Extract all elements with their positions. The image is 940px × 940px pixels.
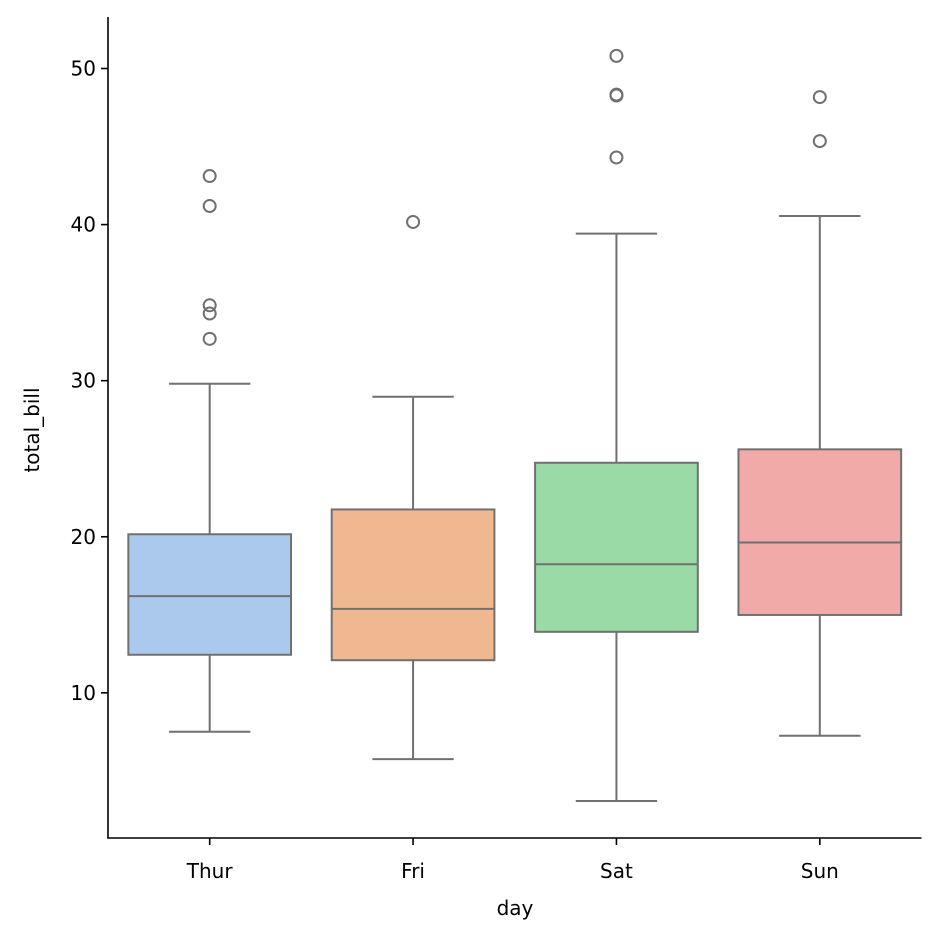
box-sat <box>534 48 699 803</box>
box-fri <box>330 214 496 761</box>
y-tick-label: 20 <box>71 525 96 549</box>
iqr-box <box>534 461 699 633</box>
y-ticks: 10 20 30 40 50 <box>71 57 108 705</box>
box-sun <box>737 90 903 737</box>
outlier-point <box>609 150 624 165</box>
y-tick-label: 40 <box>71 213 96 237</box>
outlier-point <box>609 87 624 102</box>
x-axis-label: day <box>497 896 534 920</box>
axes-layer <box>107 17 922 839</box>
outlier-point <box>202 199 217 214</box>
y-tick-label: 50 <box>71 57 96 81</box>
outlier-point <box>202 331 217 346</box>
outlier-point <box>406 214 421 229</box>
x-ticks: Thur Fri Sat Sun <box>186 838 839 883</box>
iqr-box <box>127 533 293 656</box>
outlier-point <box>812 90 827 105</box>
x-tick-label: Sun <box>801 859 839 883</box>
box-thur <box>127 169 293 733</box>
x-tick-label: Thur <box>186 859 234 883</box>
outlier-point <box>202 298 217 313</box>
x-tick-label: Sat <box>600 859 633 883</box>
boxes-layer <box>127 48 903 803</box>
iqr-box <box>737 448 903 616</box>
y-axis-label: total_bill <box>20 387 44 472</box>
y-tick-label: 10 <box>71 681 96 705</box>
iqr-box <box>330 508 496 662</box>
outlier-point <box>202 169 217 184</box>
outlier-point <box>812 134 827 149</box>
y-tick-label: 30 <box>71 369 96 393</box>
outlier-point <box>609 48 624 63</box>
x-tick-label: Fri <box>401 859 425 883</box>
outlier-point <box>202 306 217 321</box>
